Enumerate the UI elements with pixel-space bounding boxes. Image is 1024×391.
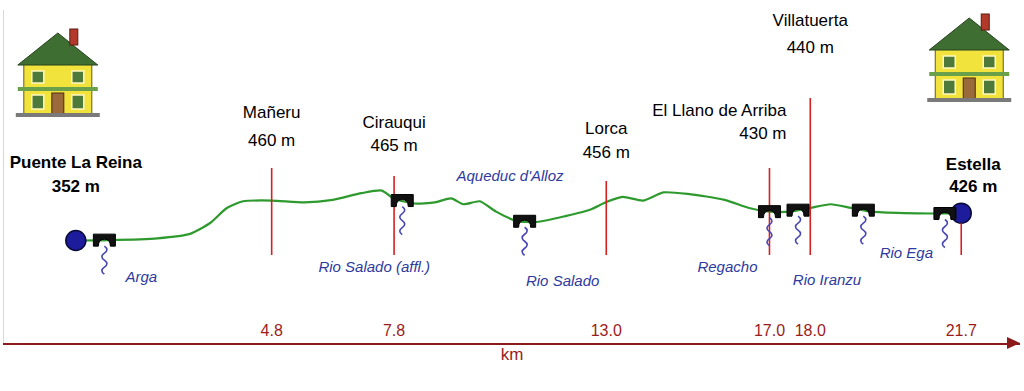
svg-text:El Llano de Arriba: El Llano de Arriba — [652, 101, 787, 120]
svg-text:426 m: 426 m — [949, 177, 997, 196]
svg-text:Rio Salado: Rio Salado — [526, 272, 599, 289]
svg-text:21.7: 21.7 — [946, 322, 977, 339]
svg-text:Cirauqui: Cirauqui — [362, 113, 425, 132]
svg-text:440 m: 440 m — [787, 38, 834, 57]
svg-text:13.0: 13.0 — [591, 322, 622, 339]
svg-text:Mañeru: Mañeru — [243, 103, 301, 122]
svg-text:4.8: 4.8 — [261, 322, 283, 339]
svg-text:Rio Ega: Rio Ega — [880, 244, 933, 261]
svg-text:352 m: 352 m — [52, 177, 100, 196]
svg-text:Rio Iranzu: Rio Iranzu — [793, 271, 862, 288]
svg-text:Villatuerta: Villatuerta — [773, 11, 849, 30]
svg-text:18.0: 18.0 — [795, 322, 826, 339]
svg-text:465 m: 465 m — [370, 136, 417, 155]
svg-text:Puente La Reina: Puente La Reina — [10, 153, 143, 172]
svg-text:Aqueduc d'Alloz: Aqueduc d'Alloz — [455, 167, 564, 184]
svg-text:Rio Salado (affl.): Rio Salado (affl.) — [318, 258, 430, 275]
svg-text:Regacho: Regacho — [697, 258, 757, 275]
svg-text:430 m: 430 m — [739, 124, 786, 143]
svg-text:Estella: Estella — [946, 155, 1001, 174]
svg-text:Lorca: Lorca — [585, 119, 628, 138]
svg-text:456 m: 456 m — [583, 143, 630, 162]
svg-text:7.8: 7.8 — [383, 322, 405, 339]
svg-text:460 m: 460 m — [248, 131, 295, 150]
svg-text:17.0: 17.0 — [754, 322, 785, 339]
svg-text:km: km — [501, 345, 524, 364]
svg-text:Arga: Arga — [125, 268, 158, 285]
